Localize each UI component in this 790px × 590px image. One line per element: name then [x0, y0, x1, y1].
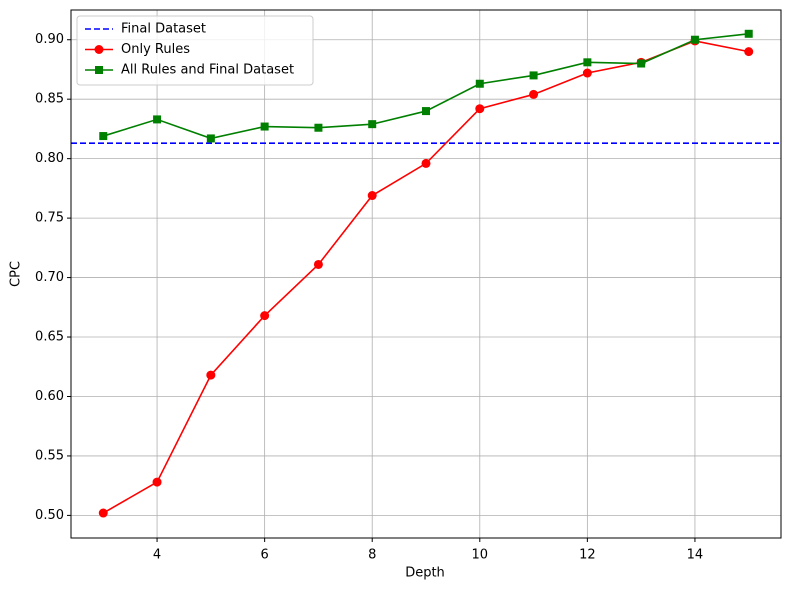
x-tick-label: 12 — [579, 548, 596, 563]
data-point — [583, 58, 592, 67]
data-point — [690, 35, 699, 44]
x-tick-label: 14 — [687, 548, 704, 563]
data-point — [206, 134, 215, 143]
data-point — [475, 104, 485, 114]
x-tick-label: 10 — [472, 548, 489, 563]
data-point — [99, 132, 108, 141]
y-tick-label: 0.80 — [35, 151, 64, 166]
x-tick-label: 4 — [153, 548, 161, 563]
data-point — [152, 477, 162, 487]
data-point — [98, 508, 108, 518]
data-point — [529, 71, 538, 80]
data-point — [314, 123, 323, 132]
data-point — [206, 370, 216, 380]
y-tick-label: 0.60 — [35, 389, 64, 404]
y-tick-label: 0.65 — [35, 330, 64, 345]
plot-frame — [70, 9, 782, 539]
legend-label: Only Rules — [121, 42, 190, 57]
data-point — [744, 29, 753, 38]
legend: Final Dataset Only Rules All Rules and Fin… — [76, 15, 314, 86]
data-point — [422, 107, 430, 116]
legend-box — [76, 15, 314, 86]
x-axis-label: Depth — [405, 566, 445, 581]
legend-marker — [94, 45, 104, 54]
data-point — [368, 120, 377, 129]
data-point — [637, 59, 646, 68]
y-tick-label: 0.70 — [35, 270, 64, 285]
y-tick-label: 0.85 — [35, 92, 64, 107]
legend-marker — [95, 66, 103, 74]
data-point — [582, 68, 592, 78]
data-point — [529, 89, 539, 99]
y-tick-label: 0.90 — [35, 32, 64, 47]
data-point — [744, 47, 754, 57]
x-tick-label: 6 — [260, 548, 268, 563]
y-tick-label: 0.55 — [35, 448, 64, 463]
legend-label: All Rules and Final Dataset — [121, 63, 294, 78]
x-tick-label: 8 — [368, 548, 376, 563]
data-point — [475, 79, 484, 88]
legend-label: Final Dataset — [121, 22, 206, 37]
y-tick-label: 0.75 — [35, 211, 64, 226]
y-axis-label: CPC — [9, 261, 24, 287]
data-point — [153, 115, 162, 124]
data-point — [421, 158, 431, 168]
data-point — [367, 191, 377, 201]
data-point — [260, 311, 270, 321]
data-point — [260, 122, 269, 131]
data-point — [313, 259, 323, 269]
y-tick-label: 0.50 — [35, 508, 64, 523]
